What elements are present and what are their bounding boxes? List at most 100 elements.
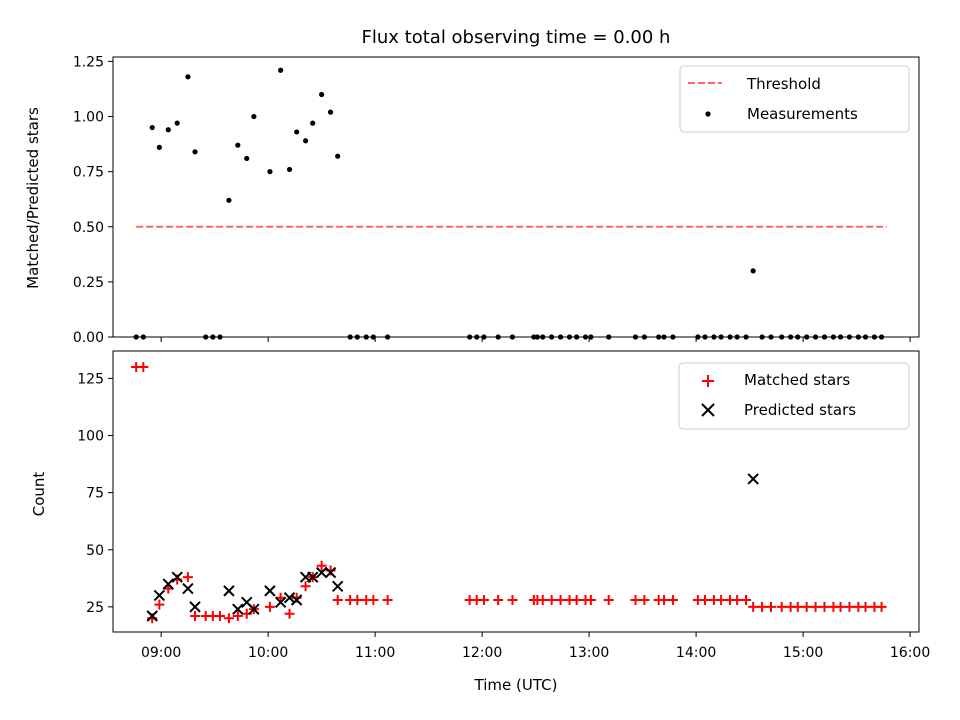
measurement-point [294, 129, 300, 135]
legend-measurements-swatch [705, 111, 711, 117]
matched-star-point [571, 595, 582, 606]
matched-star-point [182, 572, 193, 583]
matched-star-point [792, 601, 803, 612]
bottom-y-tick-label: 75 [86, 486, 104, 502]
predicted-star-point [223, 585, 235, 597]
measurement-point [335, 153, 341, 159]
matched-star-point [232, 611, 243, 622]
x-tick-label: 10:00 [248, 645, 288, 661]
matched-star-point [546, 595, 557, 606]
bottom-y-tick-label: 100 [77, 429, 104, 445]
bottom-marks [131, 361, 887, 624]
matched-star-point [844, 601, 855, 612]
matched-star-point [741, 595, 752, 606]
top-y-tick-label: 0.75 [73, 165, 104, 181]
matched-star-point [700, 595, 711, 606]
predicted-star-point [324, 566, 337, 579]
matched-star-point [801, 601, 812, 612]
chart-title: Flux total observing time = 0.00 h [362, 27, 671, 48]
top-y-ticks: 0.00 0.25 0.50 0.75 1.00 1.25 [73, 54, 113, 346]
measurement-point [278, 67, 284, 73]
predicted-star-point [162, 578, 174, 590]
legend-matched-swatch [702, 375, 714, 387]
x-tick-label: 15:00 [783, 645, 823, 661]
matched-star-point [190, 611, 201, 622]
matched-star-point [507, 595, 518, 606]
measurement-point [286, 166, 293, 173]
predicted-star-point [307, 571, 319, 583]
matched-star-point [555, 595, 566, 606]
matched-star-point [860, 601, 871, 612]
top-y-tick-label: 0.00 [73, 330, 104, 346]
predicted-star-point [153, 589, 166, 602]
bottom-y-tick-label: 50 [86, 543, 104, 559]
matched-star-point [639, 595, 650, 606]
matched-star-point [478, 595, 489, 606]
matched-star-point [876, 601, 887, 612]
top-axes-frame [112, 56, 920, 338]
bottom-y-tick-label: 125 [77, 371, 104, 387]
legend-predicted-label: Predicted stars [744, 401, 856, 419]
measurement-point [165, 127, 171, 133]
top-legend-box [679, 65, 910, 133]
matched-star-point [154, 599, 165, 610]
ratio-panel: Flux total observing time = 0.00 h Match… [24, 27, 920, 346]
matched-star-point [368, 595, 379, 606]
predicted-star-point [182, 582, 194, 595]
matched-star-point [667, 595, 678, 606]
x-axis-label: Time (UTC) [474, 676, 558, 694]
matched-star-point [585, 595, 596, 606]
matched-star-point [493, 595, 504, 606]
matched-star-point [659, 595, 670, 606]
measurement-point [244, 155, 250, 162]
measurement-point [310, 120, 316, 126]
measurement-point [174, 120, 180, 126]
predicted-star-point [331, 580, 344, 593]
matched-star-point [382, 595, 393, 606]
predicted-star-point [290, 594, 303, 606]
measurement-point [156, 144, 162, 150]
top-y-tick-label: 1.25 [73, 54, 104, 70]
top-legend: Threshold Measurements [679, 65, 910, 133]
measurement-point [149, 124, 155, 131]
bottom-y-axis-label: Count [30, 472, 48, 517]
measurement-point [185, 74, 191, 80]
predicted-star-point [264, 585, 276, 597]
x-tick-label: 09:00 [141, 645, 181, 661]
top-y-tick-label: 1.00 [73, 110, 104, 126]
matched-star-point [284, 608, 295, 619]
bottom-legend: Matched stars Predicted stars [678, 362, 910, 430]
measurement-point [302, 138, 309, 144]
matched-star-point [630, 595, 641, 606]
top-y-tick-label: 0.50 [73, 220, 104, 236]
measurement-point [251, 113, 257, 120]
legend-measurements-label: Measurements [747, 105, 858, 123]
predicted-star-point [283, 592, 296, 604]
matched-star-point [352, 595, 363, 606]
matched-star-point [819, 601, 830, 612]
matched-star-point [316, 560, 327, 571]
matched-star-point [603, 595, 614, 606]
predicted-star-point [315, 566, 328, 579]
matched-star-point [264, 601, 275, 612]
matched-star-point [223, 613, 234, 624]
measurement-point [327, 109, 334, 115]
measurement-point [267, 169, 273, 175]
x-tick-label: 14:00 [676, 645, 716, 661]
matched-star-point [537, 595, 548, 606]
matched-star-point [810, 601, 821, 612]
predicted-star-point [171, 571, 183, 583]
count-panel: Count Time (UTC) 25 50 75 100 125 09:00 10:00… [30, 350, 930, 694]
matched-star-point [765, 601, 776, 612]
matched-star-point [757, 601, 768, 612]
bottom-legend-box [678, 362, 910, 430]
top-y-tick-label: 0.25 [73, 275, 104, 291]
bottom-y-tick-label: 25 [86, 600, 104, 616]
matched-star-point [716, 595, 727, 606]
measurement-point [235, 142, 241, 148]
legend-matched-label: Matched stars [744, 371, 850, 389]
predicted-star-point [747, 473, 759, 485]
matched-star-point [776, 601, 787, 612]
predicted-star-point [146, 610, 158, 622]
measurement-point [192, 149, 198, 155]
